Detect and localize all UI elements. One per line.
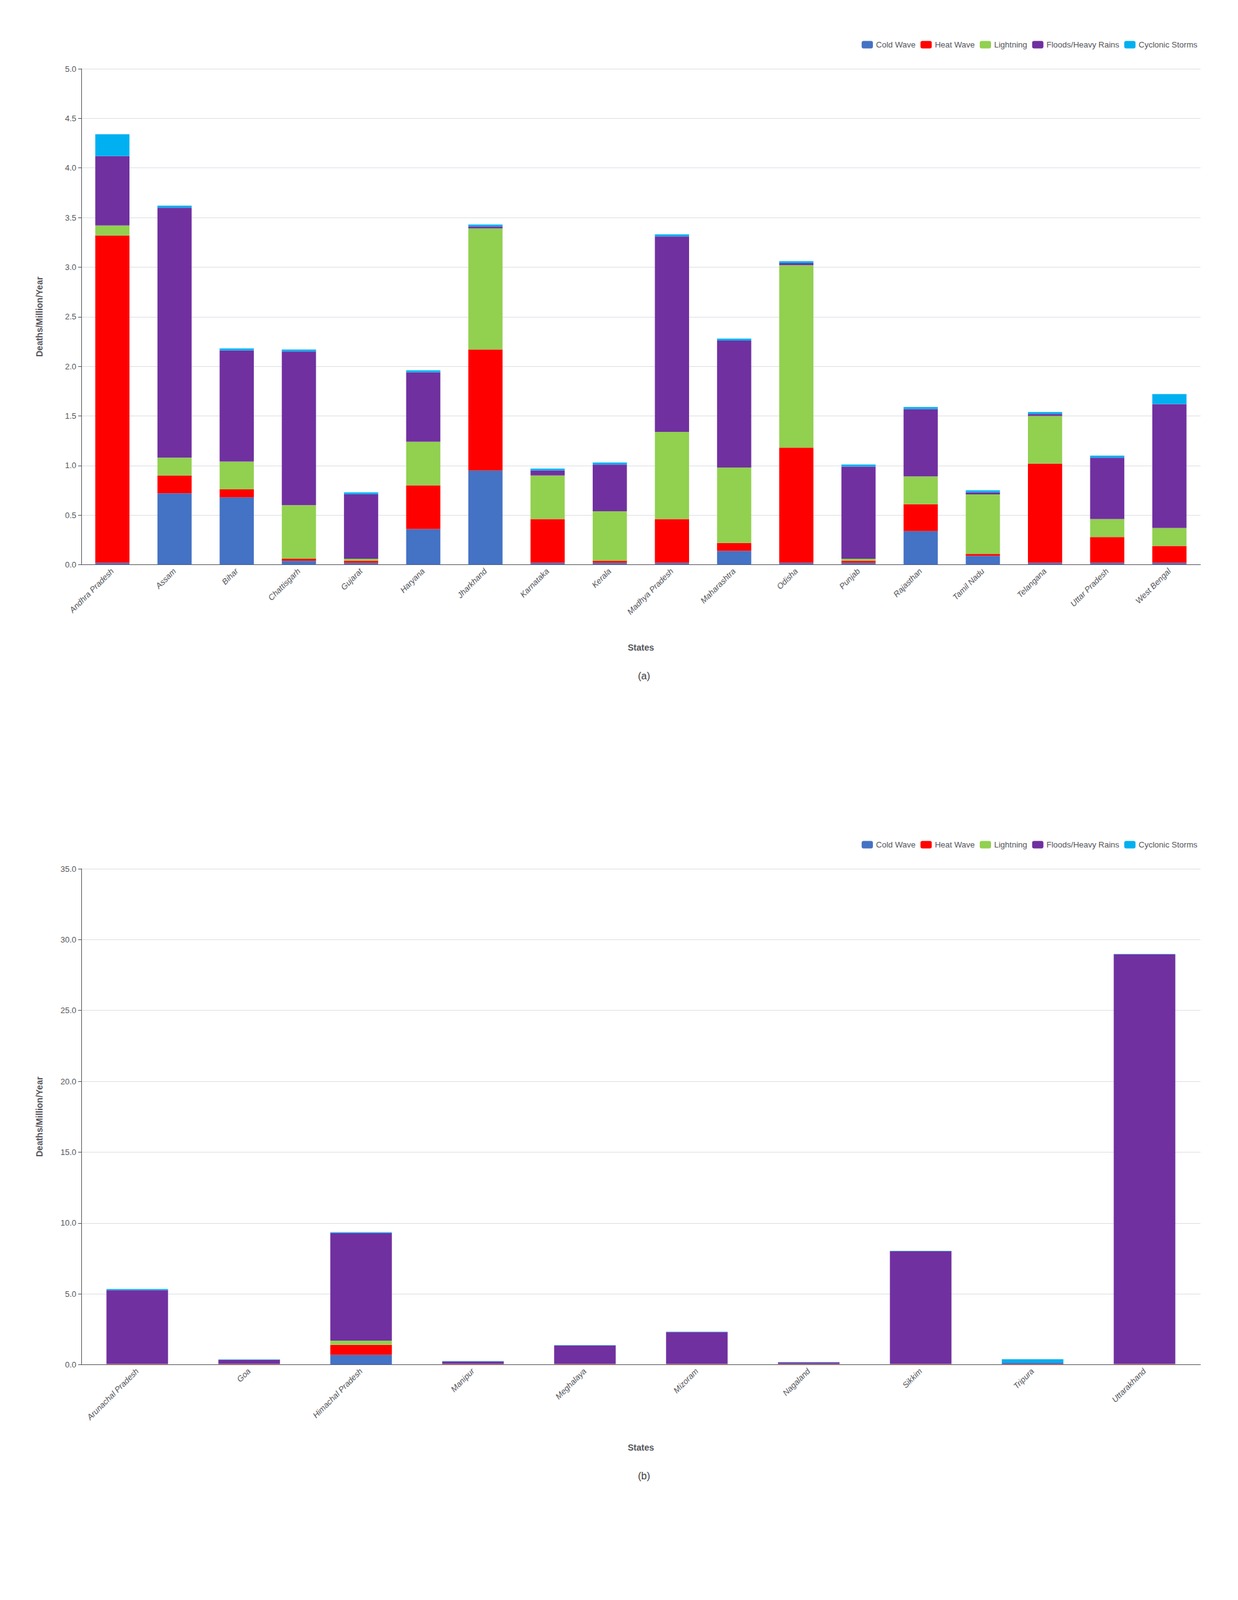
svg-text:Heat Wave: Heat Wave [934, 40, 975, 50]
svg-text:States: States [627, 642, 655, 653]
svg-text:Cold Wave: Cold Wave [875, 840, 916, 850]
svg-text:Assam: Assam [153, 566, 179, 592]
svg-text:Deaths/Million/Year: Deaths/Million/Year [34, 1076, 45, 1158]
svg-text:Sikkim: Sikkim [900, 1366, 925, 1391]
svg-text:Floods/Heavy Rains: Floods/Heavy Rains [1046, 840, 1120, 850]
svg-text:1.5: 1.5 [65, 411, 77, 421]
svg-text:Jharkhand: Jharkhand [454, 566, 489, 601]
svg-text:Uttarakhand: Uttarakhand [1109, 1366, 1148, 1405]
svg-text:1.0: 1.0 [65, 460, 77, 471]
svg-text:2.5: 2.5 [65, 312, 77, 322]
svg-text:3.0: 3.0 [65, 262, 77, 272]
svg-text:Deaths/Million/Year: Deaths/Million/Year [34, 276, 45, 358]
svg-text:Floods/Heavy Rains: Floods/Heavy Rains [1046, 40, 1120, 50]
svg-text:30.0: 30.0 [60, 935, 77, 945]
svg-text:Punjab: Punjab [837, 566, 862, 591]
svg-text:Gujarat: Gujarat [338, 565, 366, 593]
svg-text:Odisha: Odisha [774, 566, 800, 592]
svg-text:4.5: 4.5 [65, 113, 77, 124]
svg-text:Karnataka: Karnataka [518, 566, 551, 599]
svg-text:Tamil Nadu: Tamil Nadu [951, 566, 987, 603]
svg-text:Mizoram: Mizoram [671, 1366, 701, 1396]
svg-text:States: States [627, 1443, 655, 1454]
svg-text:Himachal Pradesh: Himachal Pradesh [310, 1366, 365, 1421]
svg-text:Telangana: Telangana [1015, 566, 1049, 600]
svg-text:Lightning: Lightning [994, 840, 1028, 850]
svg-text:Heat Wave: Heat Wave [934, 840, 975, 850]
svg-text:0.0: 0.0 [65, 560, 77, 570]
svg-text:Tripura: Tripura [1011, 1366, 1037, 1392]
svg-text:Madhya Pradesh: Madhya Pradesh [625, 566, 676, 617]
svg-text:Manipur: Manipur [448, 1366, 477, 1395]
svg-text:Rajasthan: Rajasthan [891, 566, 925, 599]
svg-text:10.0: 10.0 [60, 1218, 77, 1228]
svg-text:Uttar Pradesh: Uttar Pradesh [1068, 566, 1111, 609]
svg-text:20.0: 20.0 [60, 1077, 77, 1087]
svg-text:Haryana: Haryana [398, 566, 427, 595]
svg-text:Andhra Pradesh: Andhra Pradesh [66, 566, 116, 616]
svg-text:3.5: 3.5 [65, 213, 77, 223]
svg-text:(b): (b) [637, 1471, 651, 1482]
svg-text:35.0: 35.0 [60, 864, 77, 875]
svg-text:25.0: 25.0 [60, 1006, 77, 1016]
svg-text:Cyclonic Storms: Cyclonic Storms [1138, 40, 1198, 50]
svg-text:Chattisgarh: Chattisgarh [266, 566, 303, 603]
svg-text:Nagaland: Nagaland [780, 1366, 813, 1399]
svg-text:West Bengal: West Bengal [1133, 566, 1173, 606]
svg-text:Meghalaya: Meghalaya [553, 1366, 589, 1402]
svg-text:5.0: 5.0 [65, 64, 77, 74]
svg-text:Cyclonic Storms: Cyclonic Storms [1138, 840, 1198, 850]
svg-text:2.0: 2.0 [65, 362, 77, 372]
svg-text:Goa: Goa [235, 1366, 253, 1385]
svg-text:0.5: 0.5 [65, 510, 77, 521]
svg-text:Cold Wave: Cold Wave [875, 40, 916, 50]
svg-text:Maharashtra: Maharashtra [698, 566, 738, 606]
svg-text:Bihar: Bihar [220, 566, 241, 588]
svg-text:5.0: 5.0 [65, 1289, 77, 1300]
svg-text:4.0: 4.0 [65, 163, 77, 173]
svg-text:Arunachal Pradesh: Arunachal Pradesh [84, 1366, 141, 1423]
svg-text:(a): (a) [637, 670, 651, 682]
svg-text:0.0: 0.0 [65, 1360, 77, 1370]
svg-text:Kerala: Kerala [589, 566, 613, 590]
svg-text:Lightning: Lightning [994, 40, 1028, 50]
svg-text:15.0: 15.0 [60, 1147, 77, 1158]
